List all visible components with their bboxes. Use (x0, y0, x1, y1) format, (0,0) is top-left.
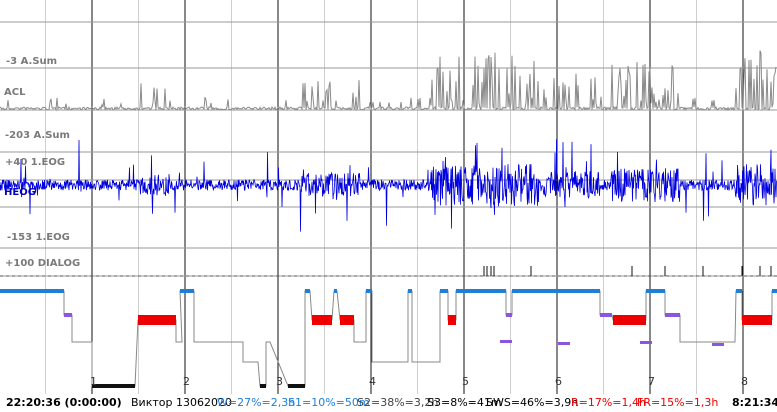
time-grid (0, 0, 777, 394)
stat-wake: W=27%=2,3h (217, 396, 296, 409)
stage-wake-bar (180, 289, 194, 293)
subject-name: Виктор 13062020 (131, 396, 232, 409)
channel-label-acl-scale: -3 A.Sum (6, 56, 57, 67)
stage-wake-bar (646, 289, 665, 293)
hour-mark-1: 1 (90, 375, 97, 388)
channel-label-eog-scale-top: -203 A.Sum (5, 130, 70, 141)
stage-rem-bar (613, 315, 646, 325)
stage-wake-bar (440, 289, 448, 293)
stage-s1-bar (506, 313, 512, 317)
hypnogram (0, 289, 777, 388)
stage-wake-bar (408, 289, 412, 293)
heog-signal (0, 139, 777, 232)
stage-wake-bar (512, 289, 600, 293)
hour-mark-8: 8 (741, 375, 748, 388)
stage-deep-bar (288, 384, 305, 388)
stage-s1-bar (640, 341, 652, 344)
channel-label-heog: HEOG (4, 187, 36, 198)
stage-s1-bar (600, 313, 612, 317)
stage-deep-bar (260, 384, 266, 388)
stage-wake-bar (334, 289, 337, 293)
acl-trace (0, 50, 777, 112)
channel-label-dialog: +100 DIALOG (5, 258, 80, 269)
hour-mark-3: 3 (276, 375, 283, 388)
stage-wake-bar (305, 289, 310, 293)
heog-trace (0, 139, 777, 232)
hour-mark-6: 6 (555, 375, 562, 388)
stage-wake-bar (772, 289, 777, 293)
stage-s1-bar (558, 342, 570, 345)
stage-rem-bar (312, 315, 332, 325)
stage-rem-bar (742, 315, 772, 325)
stage-rem-bar (340, 315, 354, 325)
hour-mark-4: 4 (369, 375, 376, 388)
stage-wake-bar (366, 289, 372, 293)
hour-mark-7: 7 (648, 375, 655, 388)
status-bar: 22:20:36 (0:00:00) Виктор 13062020 W=27%… (0, 394, 777, 412)
stage-deep-bar (92, 384, 135, 388)
channel-label-eog-mid: +40 1.EOG (5, 157, 65, 168)
channel-label-acl: ACL (4, 87, 26, 98)
stage-rem-bar (448, 315, 456, 325)
stat-s1: S1=10%=50m (288, 396, 370, 409)
stage-s1-bar (665, 313, 680, 317)
stage-wake-bar (0, 289, 64, 293)
start-time: 22:20:36 (0:00:00) (6, 396, 122, 409)
stage-s1-bar (712, 343, 724, 346)
stage-wake-bar (456, 289, 506, 293)
stage-s1-bar (500, 340, 512, 343)
channel-label-eog-scale-bottom: -153 1.EOG (7, 232, 70, 243)
stage-s1-bar (64, 313, 72, 317)
stat-s2: S2=38%=3,2h (357, 396, 439, 409)
stat-sws: SWS=46%=3,9h (486, 396, 579, 409)
acl-signal (0, 50, 777, 112)
stat-s3: S3=8%=41m (427, 396, 502, 409)
stat-rem: R=17%=1,4h (571, 396, 646, 409)
stat-fr: FR=15%=1,3h (637, 396, 719, 409)
dialog-trace (483, 266, 772, 276)
hour-axis: 1 2 3 4 5 6 7 8 (90, 375, 748, 388)
hour-mark-5: 5 (462, 375, 469, 388)
hour-mark-2: 2 (183, 375, 190, 388)
end-time: 8:21:34 (732, 396, 777, 409)
stage-wake-bar (736, 289, 742, 293)
stage-rem-bar (138, 315, 176, 325)
